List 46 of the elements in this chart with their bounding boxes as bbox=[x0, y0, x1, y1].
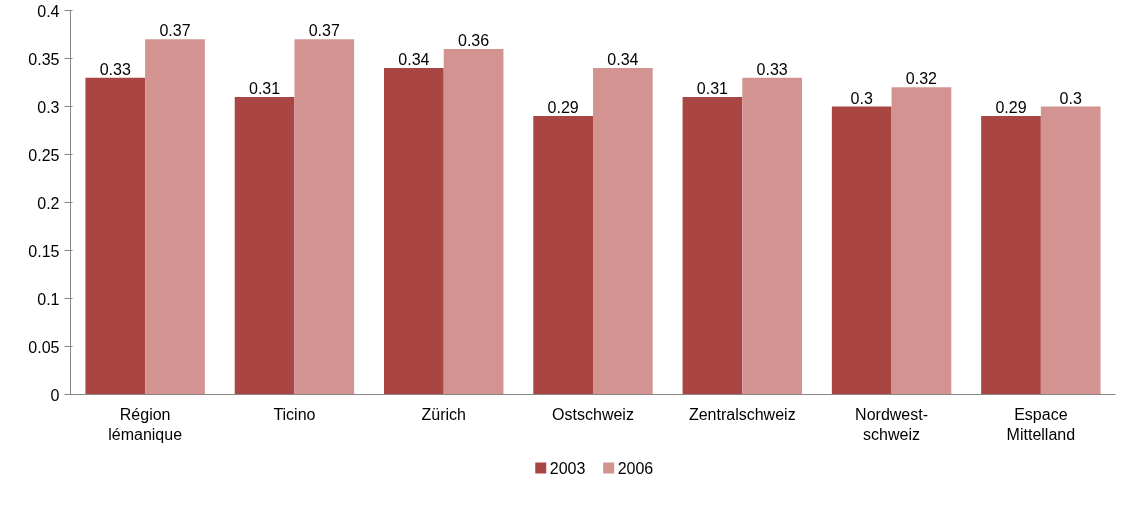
bar bbox=[682, 96, 743, 395]
y-tick-label: 0.25 bbox=[28, 146, 60, 164]
y-tick-label: 0.15 bbox=[28, 242, 60, 260]
bar bbox=[831, 106, 892, 395]
bar bbox=[384, 68, 444, 395]
x-tick-label: Zürich bbox=[421, 405, 466, 423]
y-tick-label: 0.1 bbox=[37, 290, 60, 308]
bar bbox=[533, 116, 593, 395]
data-label: 0.29 bbox=[547, 99, 579, 117]
data-label: 0.32 bbox=[905, 70, 938, 88]
y-tick-label: 0.3 bbox=[37, 98, 60, 116]
data-label: 0.3 bbox=[1059, 89, 1082, 107]
bar bbox=[1040, 106, 1101, 395]
data-label: 0.33 bbox=[99, 60, 131, 78]
data-label: 0.34 bbox=[398, 51, 430, 69]
bar bbox=[981, 116, 1041, 395]
data-label: 0.36 bbox=[458, 31, 490, 49]
x-tick-label: Zentralschweiz bbox=[688, 405, 796, 423]
data-label: 0.31 bbox=[249, 79, 281, 97]
data-label: 0.37 bbox=[159, 22, 191, 40]
data-label: 0.34 bbox=[607, 51, 639, 69]
y-tick-label: 0.4 bbox=[37, 2, 60, 20]
data-label: 0.33 bbox=[756, 60, 788, 78]
data-label: 0.37 bbox=[308, 22, 340, 40]
y-tick-label: 0 bbox=[50, 386, 60, 404]
bar bbox=[294, 39, 355, 395]
x-tick-label: Ticino bbox=[273, 405, 316, 423]
y-tick-label: 0.35 bbox=[28, 50, 60, 68]
bar bbox=[742, 77, 802, 395]
x-tick-label: Espace Mittelland bbox=[1006, 405, 1076, 443]
y-tick-label: 0.2 bbox=[37, 194, 60, 212]
data-label: 0.29 bbox=[995, 99, 1027, 117]
bar bbox=[443, 48, 504, 395]
x-tick-label: Nordwest-schweiz bbox=[855, 405, 929, 443]
y-tick-label: 0.05 bbox=[28, 338, 60, 356]
data-label: 0.3 bbox=[850, 89, 873, 107]
bar bbox=[234, 96, 295, 395]
legend-label: 2006 bbox=[617, 460, 654, 477]
bar bbox=[891, 87, 952, 395]
x-tick-label: Ostschweiz bbox=[552, 405, 634, 423]
bar bbox=[85, 77, 146, 395]
x-tick-label: Région lémanique bbox=[108, 405, 183, 443]
data-label: 0.31 bbox=[696, 79, 729, 97]
legend-label: 2003 bbox=[549, 460, 586, 477]
bar bbox=[593, 68, 653, 395]
bar bbox=[145, 39, 205, 395]
